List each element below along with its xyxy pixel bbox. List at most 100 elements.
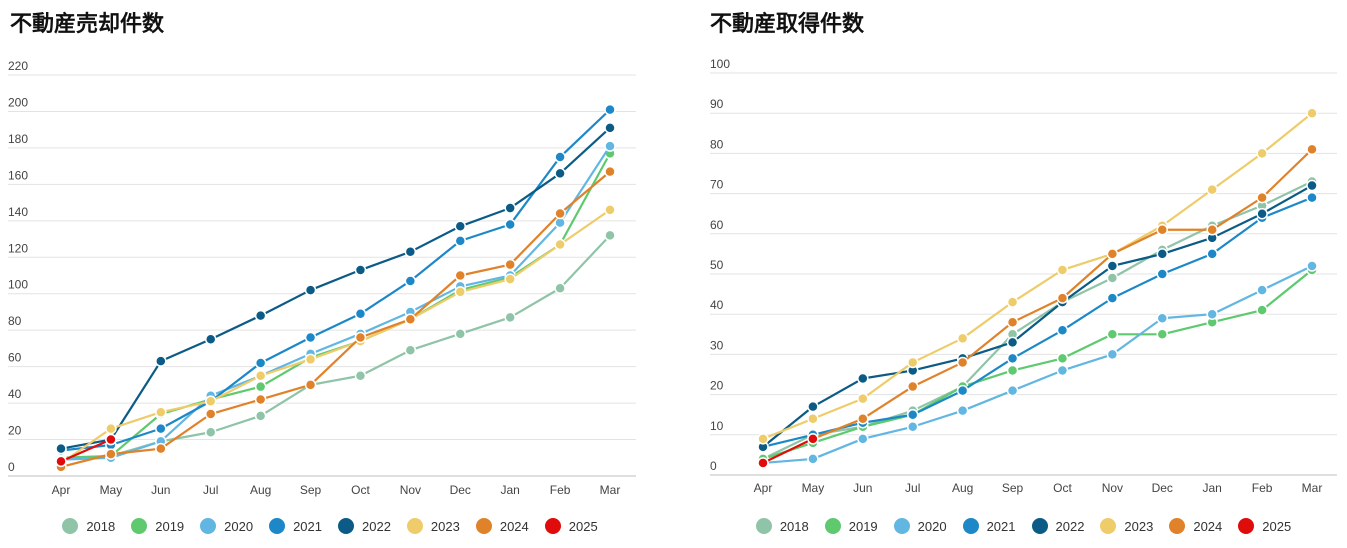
data-point-2022[interactable] xyxy=(857,372,869,385)
data-point-2022[interactable] xyxy=(1156,248,1169,260)
data-point-2023[interactable] xyxy=(454,286,467,298)
data-point-2024[interactable] xyxy=(1156,224,1169,236)
legend-item-2022[interactable]: 2022 xyxy=(338,518,391,534)
data-point-2018[interactable] xyxy=(354,370,367,382)
legend-item-2025[interactable]: 2025 xyxy=(1238,518,1291,534)
data-point-2021[interactable] xyxy=(604,103,616,116)
legend-item-2023[interactable]: 2023 xyxy=(1100,518,1153,534)
data-point-2024[interactable] xyxy=(1206,224,1218,236)
data-point-2021[interactable] xyxy=(454,235,467,247)
legend-item-2018[interactable]: 2018 xyxy=(755,518,809,534)
data-point-2019[interactable] xyxy=(1156,328,1169,341)
data-point-2022[interactable] xyxy=(155,355,167,367)
data-point-2023[interactable] xyxy=(155,406,167,418)
data-point-2024[interactable] xyxy=(857,412,869,425)
legend-item-2023[interactable]: 2023 xyxy=(406,518,460,534)
data-point-2021[interactable] xyxy=(1056,324,1069,337)
data-point-2019[interactable] xyxy=(254,380,267,393)
data-point-2022[interactable] xyxy=(55,442,67,455)
data-point-2023[interactable] xyxy=(807,412,819,425)
data-point-2023[interactable] xyxy=(504,273,516,285)
data-point-2024[interactable] xyxy=(254,393,267,406)
data-point-2024[interactable] xyxy=(504,258,516,271)
data-point-2025[interactable] xyxy=(807,433,819,445)
data-point-2018[interactable] xyxy=(604,229,616,242)
data-point-2019[interactable] xyxy=(1056,352,1069,365)
data-point-2023[interactable] xyxy=(204,395,217,408)
legend-item-2022[interactable]: 2022 xyxy=(1031,518,1084,534)
data-point-2020[interactable] xyxy=(1306,260,1318,272)
data-point-2022[interactable] xyxy=(1106,260,1119,272)
data-point-2023[interactable] xyxy=(1256,147,1268,160)
data-point-2023[interactable] xyxy=(956,332,969,345)
legend-item-2025[interactable]: 2025 xyxy=(544,518,598,534)
data-point-2020[interactable] xyxy=(956,404,969,417)
legend-item-2019[interactable]: 2019 xyxy=(824,518,878,534)
data-point-2021[interactable] xyxy=(906,408,919,421)
data-point-2022[interactable] xyxy=(1256,207,1268,220)
data-point-2018[interactable] xyxy=(554,282,566,295)
legend-item-2020[interactable]: 2020 xyxy=(200,518,253,534)
data-point-2023[interactable] xyxy=(1056,264,1069,276)
data-point-2023[interactable] xyxy=(857,392,869,405)
data-point-2024[interactable] xyxy=(1306,143,1318,156)
legend-item-2021[interactable]: 2021 xyxy=(962,518,1016,534)
data-point-2024[interactable] xyxy=(1056,292,1069,304)
data-point-2024[interactable] xyxy=(1256,191,1268,204)
data-point-2019[interactable] xyxy=(1106,328,1119,341)
data-point-2021[interactable] xyxy=(1006,352,1019,365)
data-point-2023[interactable] xyxy=(604,204,616,216)
data-point-2024[interactable] xyxy=(404,313,417,325)
data-point-2020[interactable] xyxy=(1206,308,1218,320)
data-point-2021[interactable] xyxy=(354,308,367,320)
data-point-2021[interactable] xyxy=(554,151,566,163)
data-point-2024[interactable] xyxy=(304,379,317,391)
data-point-2024[interactable] xyxy=(554,207,566,220)
data-point-2023[interactable] xyxy=(1206,183,1218,196)
data-point-2018[interactable] xyxy=(204,426,217,439)
data-point-2021[interactable] xyxy=(155,422,167,435)
data-point-2021[interactable] xyxy=(956,384,969,397)
data-point-2022[interactable] xyxy=(1006,336,1019,349)
data-point-2024[interactable] xyxy=(604,165,616,178)
data-point-2024[interactable] xyxy=(906,380,919,393)
data-point-2018[interactable] xyxy=(454,328,467,340)
data-point-2023[interactable] xyxy=(254,370,267,382)
data-point-2018[interactable] xyxy=(504,311,516,324)
data-point-2023[interactable] xyxy=(1306,107,1318,119)
data-point-2022[interactable] xyxy=(254,309,267,322)
data-point-2020[interactable] xyxy=(906,421,919,433)
legend-item-2021[interactable]: 2021 xyxy=(269,518,322,534)
data-point-2019[interactable] xyxy=(1006,364,1019,377)
data-point-2024[interactable] xyxy=(105,448,117,460)
data-point-2020[interactable] xyxy=(1156,312,1169,324)
data-point-2022[interactable] xyxy=(204,333,217,346)
data-point-2022[interactable] xyxy=(454,220,467,233)
data-point-2023[interactable] xyxy=(906,356,919,369)
data-point-2022[interactable] xyxy=(304,284,317,296)
legend-item-2020[interactable]: 2020 xyxy=(893,518,947,534)
data-point-2018[interactable] xyxy=(254,410,267,422)
data-point-2020[interactable] xyxy=(1056,364,1069,377)
data-point-2018[interactable] xyxy=(404,344,417,356)
data-point-2023[interactable] xyxy=(554,238,566,251)
data-point-2022[interactable] xyxy=(604,122,616,134)
data-point-2021[interactable] xyxy=(1306,191,1318,204)
legend-item-2018[interactable]: 2018 xyxy=(62,518,115,534)
legend-item-2024[interactable]: 2024 xyxy=(475,518,529,534)
data-point-2024[interactable] xyxy=(155,442,167,455)
data-point-2021[interactable] xyxy=(1156,268,1169,280)
data-point-2019[interactable] xyxy=(1256,304,1268,316)
data-point-2024[interactable] xyxy=(1106,248,1119,260)
data-point-2022[interactable] xyxy=(504,202,516,214)
data-point-2022[interactable] xyxy=(807,400,819,413)
data-point-2023[interactable] xyxy=(1006,296,1019,308)
data-point-2021[interactable] xyxy=(404,275,417,287)
data-point-2024[interactable] xyxy=(454,269,467,282)
data-point-2022[interactable] xyxy=(404,246,417,258)
legend-item-2019[interactable]: 2019 xyxy=(131,518,184,534)
data-point-2020[interactable] xyxy=(857,433,869,445)
data-point-2023[interactable] xyxy=(304,353,317,366)
data-point-2020[interactable] xyxy=(1106,348,1119,361)
data-point-2021[interactable] xyxy=(504,218,516,231)
